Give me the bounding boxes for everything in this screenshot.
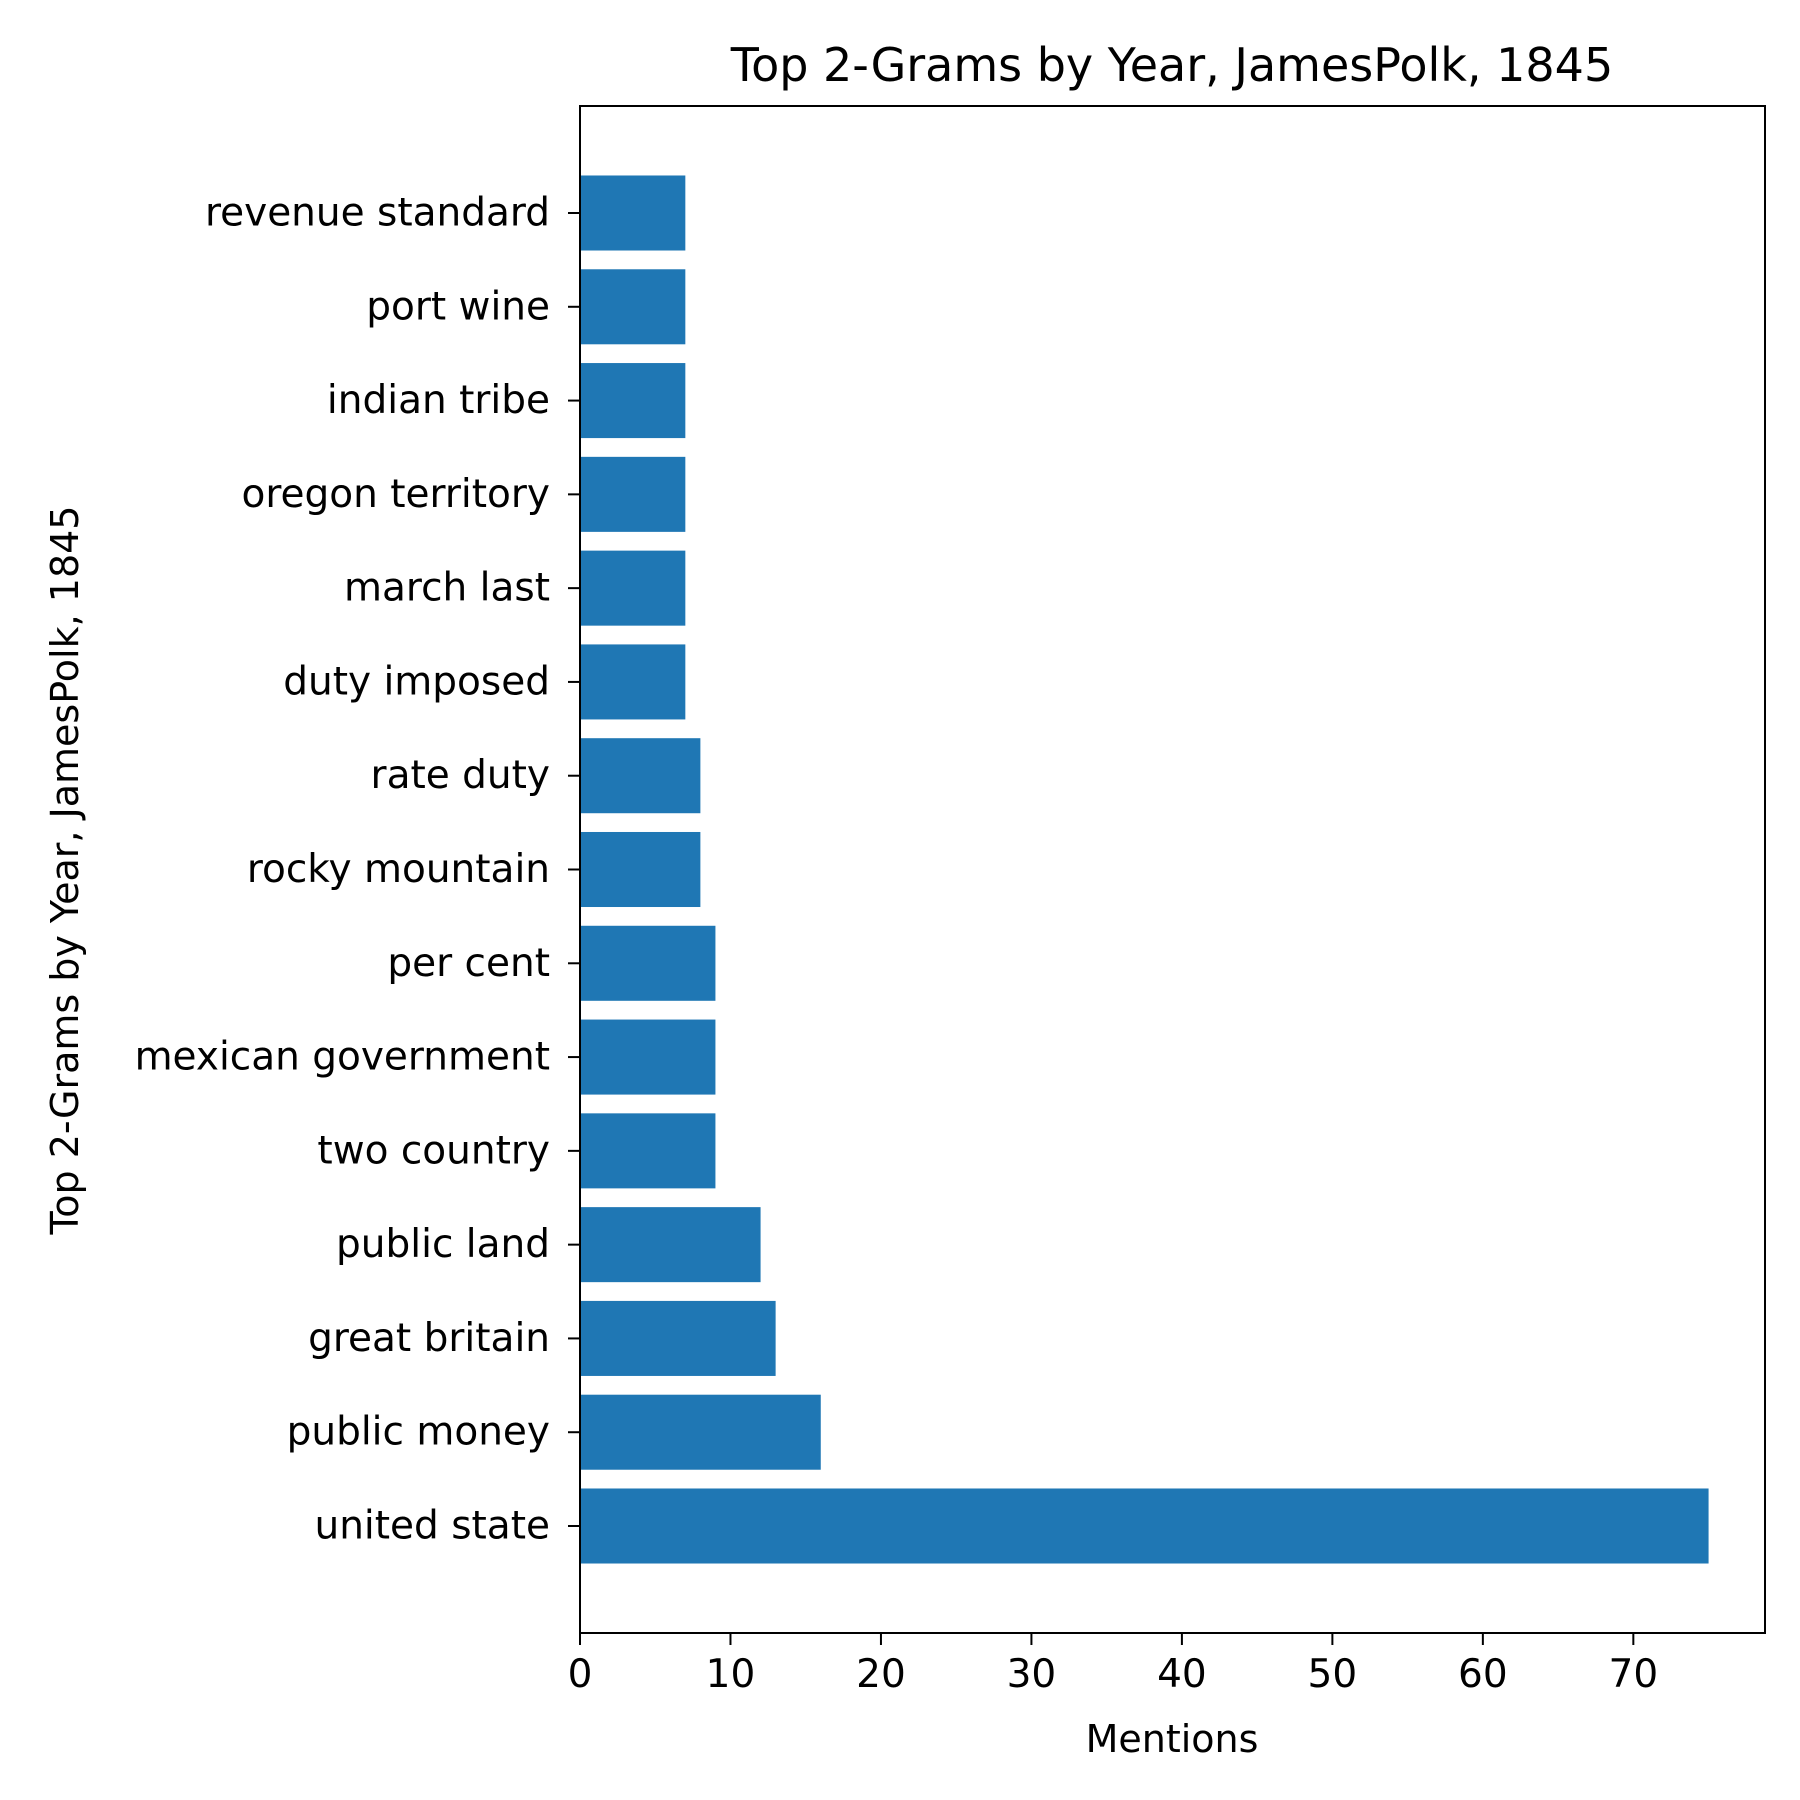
y-tick-label: indian tribe [327, 378, 550, 423]
bar-great-britain [580, 1300, 776, 1376]
plot-frame [579, 105, 1766, 1634]
x-tick-label: 30 [1007, 1652, 1057, 1697]
bar-oregon-territory [580, 456, 686, 532]
y-tick-label: rate duty [371, 753, 550, 798]
bar-indian-tribe [580, 363, 686, 439]
y-tick-label: two country [317, 1128, 550, 1173]
x-axis-ticks: 0 10 20 30 40 50 60 70 [568, 1633, 1659, 1697]
bar-revenue-standard [580, 175, 686, 251]
y-tick-label: united state [314, 1504, 550, 1549]
bar-public-money [580, 1394, 821, 1470]
y-tick-label: port wine [366, 284, 550, 329]
y-tick-label: revenue standard [205, 191, 550, 236]
x-axis-label: Mentions [1086, 1717, 1259, 1761]
x-tick-label: 60 [1458, 1652, 1508, 1697]
bar-duty-imposed [580, 644, 686, 720]
bar-rocky-mountain [580, 831, 701, 908]
bar-march-last [580, 550, 686, 626]
bar-two-country [580, 1113, 716, 1189]
y-tick-label: duty imposed [283, 659, 550, 704]
bars-group [580, 175, 1709, 1564]
y-tick-label: per cent [387, 941, 550, 986]
y-axis-ticks: united state public money great britain pub… [135, 191, 580, 1549]
y-tick-label: march last [344, 566, 550, 611]
y-axis-label: Top 2-Grams by Year, JamesPolk, 1845 [43, 506, 87, 1236]
y-tick-label: public money [287, 1410, 550, 1455]
x-tick-label: 10 [706, 1652, 756, 1697]
x-tick-label: 20 [856, 1652, 906, 1697]
y-tick-label: mexican government [135, 1035, 550, 1080]
x-tick-label: 50 [1308, 1652, 1358, 1697]
bar-united-state [580, 1488, 1709, 1564]
y-tick-label: oregon territory [241, 472, 550, 517]
x-tick-label: 0 [568, 1652, 593, 1697]
bar-mexican-government [580, 1019, 716, 1095]
bar-per-cent [580, 925, 716, 1001]
bar-port-wine [580, 269, 686, 345]
y-tick-label: great britain [308, 1316, 550, 1361]
x-tick-label: 70 [1609, 1652, 1659, 1697]
bar-rate-duty [580, 738, 701, 814]
chart-title: Top 2-Grams by Year, JamesPolk, 1845 [730, 38, 1613, 92]
x-tick-label: 40 [1157, 1652, 1207, 1697]
y-tick-label: rocky mountain [247, 847, 550, 892]
bar-public-land [580, 1207, 761, 1283]
y-tick-label: public land [336, 1222, 550, 1267]
